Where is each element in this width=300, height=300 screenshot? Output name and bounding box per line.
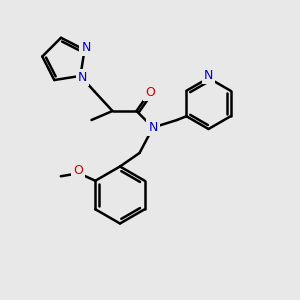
Text: O: O bbox=[145, 86, 155, 100]
Text: N: N bbox=[204, 69, 213, 82]
Text: O: O bbox=[73, 164, 83, 177]
Text: N: N bbox=[81, 41, 91, 54]
Text: N: N bbox=[78, 71, 88, 84]
Text: N: N bbox=[148, 121, 158, 134]
